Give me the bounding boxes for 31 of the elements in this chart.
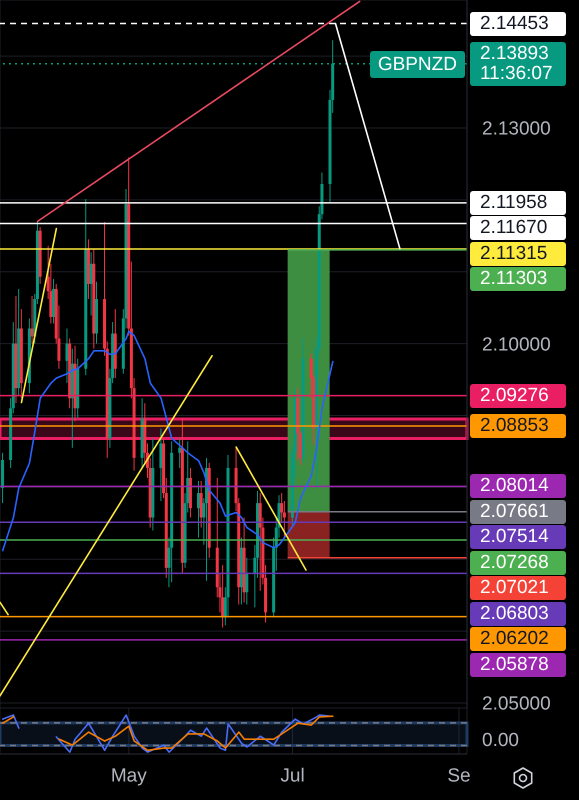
ref-line-label: 2.06202	[480, 628, 549, 650]
ref-line-label: 2.11315	[480, 242, 548, 264]
candlestick	[221, 564, 224, 628]
ref-line-label: 2.11670	[480, 217, 548, 238]
ref-line-label: 2.07661	[480, 500, 549, 522]
ref-line-label: 2.09276	[480, 384, 549, 406]
ref-line-label: 2.11303	[480, 268, 548, 290]
ref-line-label: 2.14453	[480, 12, 549, 34]
ref-line-label: 2.08014	[480, 475, 549, 496]
ref-line-label: 2.05878	[480, 654, 549, 675]
x-tick-label: Se	[447, 765, 471, 786]
ref-line-label: 2.13893	[480, 42, 549, 64]
candlestick	[30, 296, 34, 344]
annotation: GBPNZD	[378, 54, 457, 75]
ref-line-label: 2.07514	[480, 526, 549, 548]
ref-line-label: 2.06803	[480, 602, 549, 624]
y-tick-label: 2.10000	[482, 334, 551, 356]
line-series	[2, 330, 334, 552]
candlestick	[245, 557, 248, 605]
ref-line-label: 2.11958	[480, 192, 548, 213]
text: 11:36:07	[480, 62, 553, 84]
x-tick-label: May	[110, 765, 148, 786]
x-tick-label: Jul	[280, 765, 305, 786]
ref-line-label: 2.07021	[480, 577, 549, 598]
candlestick	[90, 252, 93, 316]
text: 0.00	[482, 730, 519, 751]
y-tick-label: 2.05000	[482, 694, 551, 715]
ref-line-label: 2.07268	[480, 552, 549, 573]
y-tick-label: 2.13000	[482, 118, 551, 140]
ref-line-label: 2.08853	[480, 415, 549, 436]
candlestick	[178, 438, 182, 468]
